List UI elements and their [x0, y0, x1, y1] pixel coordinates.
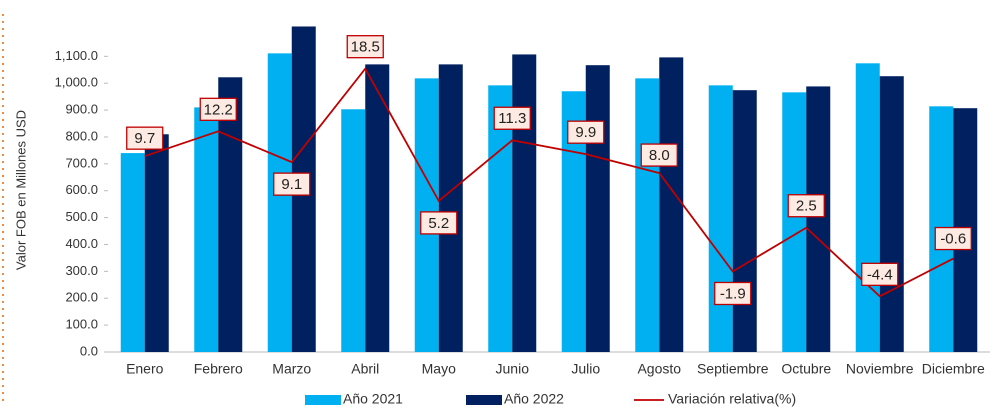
x-tick-label: Agosto — [637, 361, 681, 377]
legend-label: Variación relativa(%) — [668, 391, 796, 407]
bar — [438, 64, 463, 352]
data-label-box — [714, 281, 752, 306]
x-tick-label: Octubre — [781, 361, 831, 377]
data-label-box — [861, 262, 899, 286]
data-label-box — [420, 211, 458, 235]
bar — [732, 90, 757, 353]
legend-swatch — [466, 395, 502, 405]
data-label: 9.9 — [575, 124, 596, 141]
data-label: -4.4 — [867, 266, 893, 283]
bar — [879, 76, 904, 353]
bar — [120, 153, 145, 352]
legend-label: Año 2022 — [504, 391, 564, 407]
y-tick-label: 500.0 — [65, 209, 98, 224]
bar — [194, 107, 219, 352]
line — [144, 67, 954, 298]
data-label: 2.5 — [796, 198, 817, 215]
bar — [806, 86, 831, 352]
x-tick-label: Abril — [351, 361, 379, 377]
bar — [267, 53, 292, 353]
data-label-box — [126, 126, 164, 150]
y-tick-label: 900.0 — [65, 102, 98, 117]
bar — [708, 85, 733, 352]
x-tick-label: Marzo — [272, 361, 311, 377]
x-tick-label: Enero — [126, 361, 164, 377]
data-label-box — [787, 194, 825, 218]
bar — [218, 77, 243, 352]
bar — [659, 57, 684, 352]
y-tick-label: 200.0 — [65, 290, 98, 305]
data-label-box — [346, 35, 384, 59]
x-tick-label: Mayo — [422, 361, 456, 377]
bar — [341, 109, 366, 353]
data-label: 11.3 — [498, 110, 526, 127]
y-tick-label: 1,000.0 — [55, 75, 98, 90]
data-label-box — [934, 226, 972, 251]
data-label: 8.0 — [649, 147, 670, 164]
y-tick-label: 100.0 — [65, 317, 98, 332]
data-label: 9.7 — [134, 130, 155, 147]
bar — [585, 65, 610, 352]
x-tick-label: Septiembre — [697, 361, 769, 377]
y-tick-label: 400.0 — [65, 236, 98, 251]
bar — [855, 63, 880, 352]
data-label: -0.6 — [940, 231, 966, 248]
x-tick-label: Diciembre — [922, 361, 985, 377]
data-label-box — [567, 120, 605, 144]
data-label: 12.2 — [204, 101, 233, 118]
bar — [144, 134, 169, 352]
bar — [782, 92, 807, 352]
data-label: 18.5 — [351, 39, 380, 56]
y-tick-label: 700.0 — [65, 155, 98, 170]
y-tick-label: 600.0 — [65, 182, 98, 197]
data-label: -1.9 — [720, 285, 746, 302]
y-tick-label: 800.0 — [65, 128, 98, 143]
bar — [365, 64, 390, 352]
data-label-box — [640, 143, 678, 167]
x-tick-label: Junio — [496, 361, 530, 377]
y-tick-label: 0.0 — [80, 343, 98, 358]
bar — [512, 54, 537, 352]
data-label: 9.1 — [281, 176, 302, 193]
x-tick-label: Noviembre — [846, 361, 914, 377]
y-axis-label: Valor FOB en Millones USD — [13, 110, 28, 270]
y-tick-label: 300.0 — [65, 263, 98, 278]
x-tick-label: Febrero — [194, 361, 243, 377]
data-label-box — [493, 106, 531, 130]
data-label-box — [199, 97, 237, 121]
legend-swatch — [305, 395, 341, 405]
x-tick-label: Julio — [571, 361, 600, 377]
legend-label: Año 2021 — [343, 391, 403, 407]
bar — [635, 78, 660, 352]
y-tick-label: 1,100.0 — [55, 48, 98, 63]
data-label-box — [273, 172, 311, 196]
data-label: 5.2 — [428, 215, 449, 232]
